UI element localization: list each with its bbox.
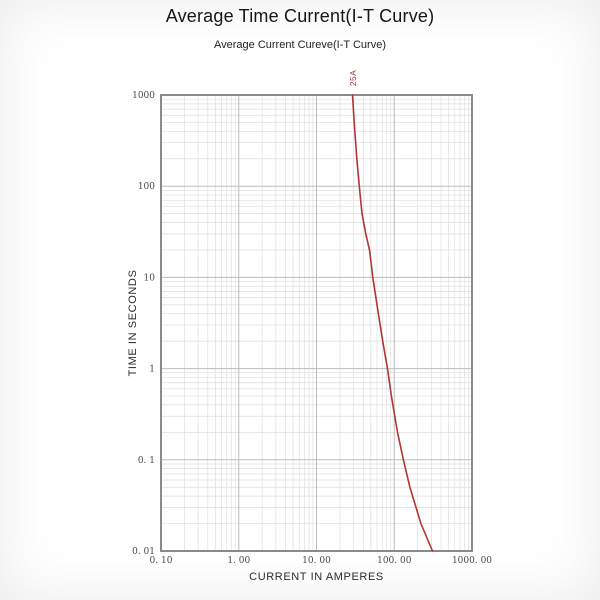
curve-rating-label: 25A [347, 69, 358, 87]
x-tick-label: 10. 00 [302, 556, 331, 566]
trip-curve-25A [351, 94, 434, 552]
y-tick-label: 1000 [132, 91, 155, 101]
x-tick-label: 100. 00 [377, 556, 412, 566]
y-tick-label: 0. 01 [132, 547, 155, 557]
x-tick-label: 0. 10 [150, 556, 173, 566]
y-tick-label: 1 [149, 365, 155, 375]
x-tick-label: 1. 00 [227, 556, 250, 566]
y-tick-label: 10 [144, 273, 156, 283]
y-tick-label: 0. 1 [138, 456, 155, 466]
x-axis-title: CURRENT IN AMPERES [249, 571, 384, 583]
y-axis-title: TIME IN SECONDS [127, 269, 139, 377]
plot-border [160, 94, 473, 552]
y-tick-label: 100 [138, 182, 155, 192]
chart-subtitle: Average Current Cureve(I-T Curve) [214, 39, 386, 51]
tick-labels: 0. 10 1. 00 10. 00 100. 00 1000. 00100010010… [132, 91, 492, 566]
grid [161, 95, 472, 551]
x-tick-label: 1000. 00 [452, 556, 492, 566]
page-title: Average Time Current(I-T Curve) [165, 6, 435, 26]
